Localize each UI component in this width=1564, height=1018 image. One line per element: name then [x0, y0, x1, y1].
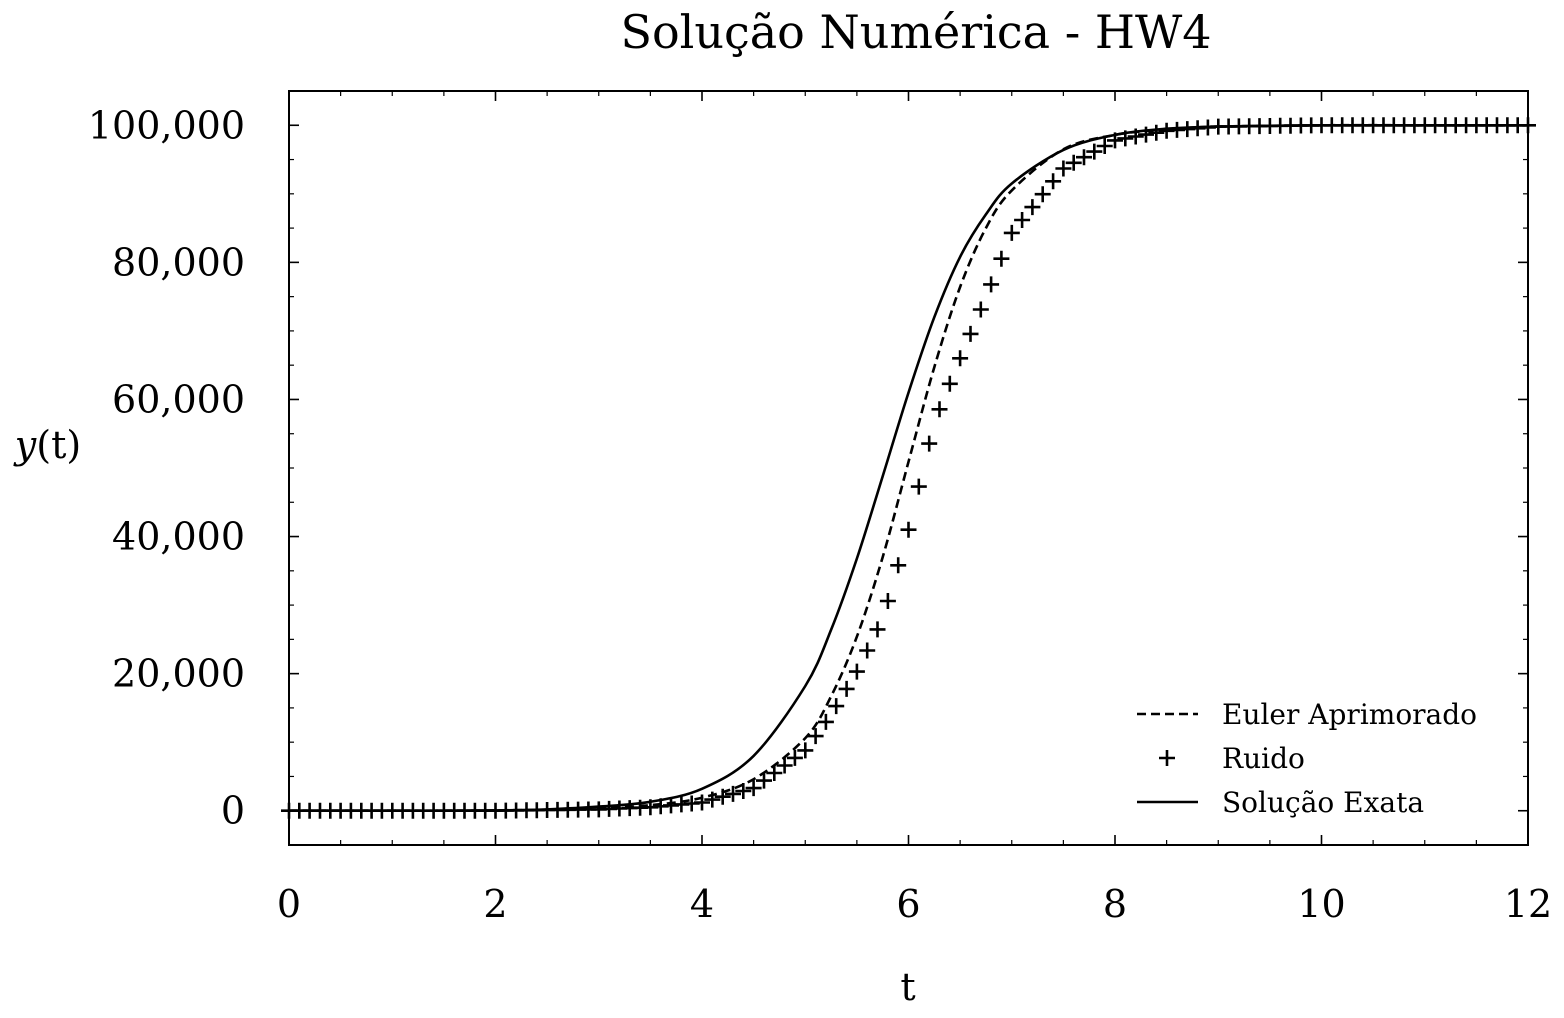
- ruido-point: [869, 621, 886, 638]
- ruido-point: [725, 785, 741, 802]
- x-tick-label: 2: [483, 882, 507, 926]
- x-tick-label: 0: [277, 882, 301, 926]
- x-tick-label: 4: [690, 882, 714, 926]
- x-tick-label: 8: [1103, 882, 1127, 926]
- ruido-point: [900, 521, 917, 538]
- ruido-point: [859, 642, 876, 659]
- ruido-point: [786, 749, 803, 766]
- ruido-point: [1065, 154, 1082, 171]
- ruido-point: [972, 301, 989, 318]
- x-tick-label: 12: [1504, 882, 1552, 926]
- legend-label-solucao-exata: Solução Exata: [1222, 786, 1424, 819]
- ruido-point: [848, 663, 865, 680]
- legend-label-ruido: Ruido: [1222, 742, 1305, 775]
- ruido-point: [890, 557, 907, 574]
- ruido-point: [714, 788, 731, 805]
- x-tick-label: 10: [1297, 882, 1345, 926]
- ruido-point: [941, 375, 958, 392]
- ruido-point: [756, 772, 772, 789]
- y-tick-label: 40,000: [112, 515, 245, 559]
- ruido-point: [1096, 138, 1113, 154]
- y-tick-label: 0: [221, 789, 245, 833]
- ruido-point: [983, 276, 1000, 293]
- x-axis-label: t: [900, 965, 915, 1009]
- x-axis: 0 2 4 6 8 10 12: [277, 91, 1552, 926]
- ruido-point: [838, 680, 855, 697]
- ruido-point: [921, 435, 938, 452]
- ruido-point: [807, 728, 824, 745]
- ruido-point: [1045, 173, 1062, 190]
- ruido-point: [766, 765, 783, 781]
- y-axis-label-rest: (t): [36, 423, 81, 467]
- ruido-point: [694, 794, 710, 811]
- y-tick-label: 20,000: [112, 652, 245, 696]
- ruido-point: [1014, 212, 1031, 228]
- ruido-point: [797, 742, 814, 759]
- y-axis-label: y(t): [13, 423, 81, 467]
- ruido-point: [704, 791, 721, 808]
- y-tick-label: 60,000: [112, 377, 245, 421]
- ruido-point: [931, 401, 948, 418]
- ruido-point: [1148, 124, 1165, 141]
- ruido-point: [1086, 143, 1103, 160]
- y-axis: 0 20,000 40,000 60,000 80,000 100,000: [88, 90, 1528, 846]
- ruido-point: [1034, 186, 1051, 203]
- ruido-point: [745, 780, 762, 797]
- ruido-point: [1003, 224, 1020, 241]
- ruido-point: [952, 350, 969, 367]
- ruido-point: [735, 783, 752, 799]
- y-tick-label: 100,000: [88, 103, 245, 147]
- legend-marker-ruido: [1159, 750, 1175, 766]
- ruido-point: [828, 698, 845, 715]
- ruido-point: [1076, 149, 1092, 166]
- legend: Euler Aprimorado Ruido Solução Exata: [1137, 698, 1477, 819]
- ruido-point: [1024, 199, 1041, 216]
- ruido-point: [776, 757, 793, 774]
- chart-title: Solução Numérica - HW4: [620, 5, 1211, 59]
- plot-area: [281, 117, 1536, 819]
- ruido-point: [962, 325, 979, 342]
- legend-label-euler-aprimorado: Euler Aprimorado: [1222, 698, 1477, 731]
- plot-frame: [288, 90, 1529, 846]
- ruido-point: [879, 593, 896, 609]
- ruido-point: [817, 713, 834, 730]
- ruido-point: [1055, 160, 1072, 177]
- x-tick-label: 6: [896, 882, 920, 926]
- ruido-point: [910, 478, 927, 495]
- y-axis-label-italic: y: [13, 423, 37, 467]
- y-tick-label: 80,000: [112, 240, 245, 284]
- series-solucao-exata-line: [289, 123, 1528, 813]
- ruido-point: [993, 250, 1010, 267]
